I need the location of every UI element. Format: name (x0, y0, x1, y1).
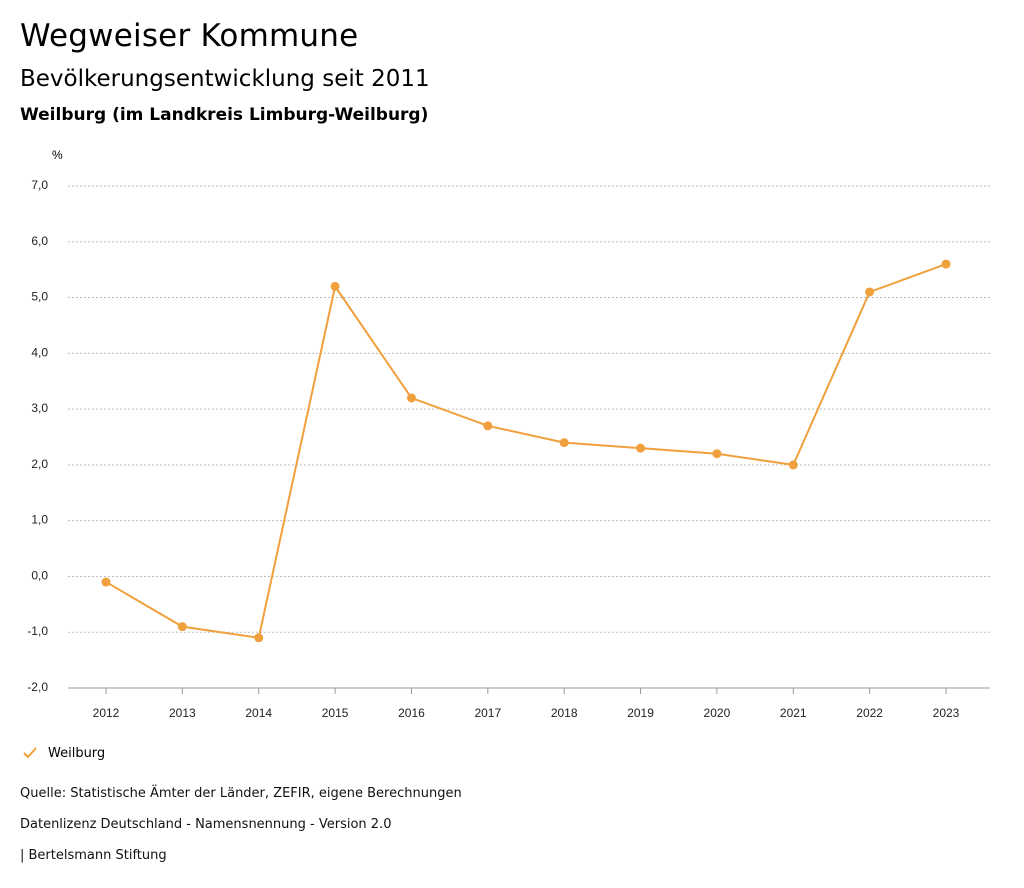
x-tick-label: 2012 (93, 706, 120, 720)
data-point (483, 421, 493, 431)
grid-lines (68, 185, 990, 689)
x-tick-label: 2017 (474, 706, 501, 720)
legend: Weilburg (22, 745, 105, 761)
source-note: Quelle: Statistische Ämter der Länder, Z… (20, 786, 462, 801)
data-point (636, 443, 646, 453)
data-point (941, 259, 951, 269)
data-points (101, 259, 951, 643)
y-tick-labels: 7,0 6,0 5,0 4,0 3,0 2,0 1,0 0,0 -1,0 -2,0 (27, 178, 48, 694)
data-point (865, 287, 875, 297)
y-axis-unit-label: % (52, 148, 63, 162)
series-line-weilburg (105, 263, 947, 639)
legend-label: Weilburg (48, 745, 106, 761)
data-point (788, 460, 798, 470)
y-tick-label: -1,0 (27, 624, 48, 638)
x-tick-label: 2014 (245, 706, 272, 720)
region-title: Weilburg (im Landkreis Limburg-Weilburg) (20, 105, 429, 125)
x-tick-label: 2021 (780, 706, 807, 720)
y-tick-label: 7,0 (31, 178, 48, 192)
x-tick-label: 2013 (169, 706, 196, 720)
data-point (101, 577, 111, 587)
data-point (177, 622, 187, 632)
data-point (559, 438, 569, 448)
y-tick-label: 3,0 (31, 401, 48, 415)
x-tick-label: 2020 (704, 706, 731, 720)
chart-subtitle: Bevölkerungsentwicklung seit 2011 (20, 66, 430, 92)
y-tick-label: 6,0 (31, 234, 48, 248)
x-tick-label: 2018 (551, 706, 578, 720)
y-tick-label: -2,0 (27, 680, 48, 694)
check-icon (23, 747, 37, 759)
data-point (254, 633, 264, 643)
publisher-note: | Bertelsmann Stiftung (20, 848, 167, 863)
x-tick-label: 2023 (933, 706, 960, 720)
x-tick-label: 2019 (627, 706, 654, 720)
x-tick-label: 2022 (856, 706, 883, 720)
data-point (330, 281, 340, 291)
license-note: Datenlizenz Deutschland - Namensnennung … (20, 817, 392, 832)
y-tick-label: 2,0 (31, 457, 48, 471)
x-tick-label: 2015 (322, 706, 349, 720)
y-tick-label: 1,0 (31, 513, 48, 527)
y-tick-label: 0,0 (31, 568, 48, 582)
x-tick-labels: 2012 2013 2014 2015 2016 2017 2018 2019 2020 2021… (93, 688, 960, 720)
x-tick-label: 2016 (398, 706, 425, 720)
y-tick-label: 4,0 (31, 345, 48, 359)
y-tick-label: 5,0 (31, 290, 48, 304)
page-title: Wegweiser Kommune (20, 18, 359, 54)
data-point (712, 449, 722, 459)
data-point (406, 393, 416, 403)
